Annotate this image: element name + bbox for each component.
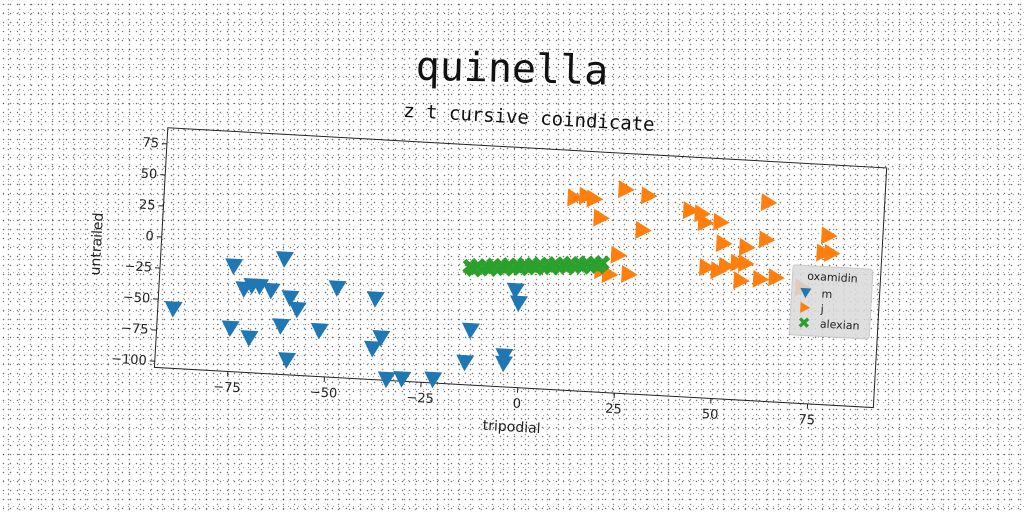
y-tick-label: 50 xyxy=(140,167,157,183)
y-tick-label: 0 xyxy=(145,229,154,244)
x-tick-label: 0 xyxy=(512,396,521,411)
data-markers xyxy=(164,180,841,389)
data-point xyxy=(760,193,778,212)
data-point xyxy=(718,256,736,275)
x-tick-label: −75 xyxy=(213,380,241,397)
data-point xyxy=(682,201,700,220)
data-point xyxy=(593,208,610,227)
data-point xyxy=(800,301,811,313)
data-point xyxy=(713,212,730,231)
data-point xyxy=(510,295,528,313)
series-j xyxy=(567,180,841,297)
data-point xyxy=(823,243,841,262)
data-point xyxy=(820,226,838,245)
data-point xyxy=(310,322,329,340)
data-point xyxy=(496,260,514,277)
data-point xyxy=(377,371,396,389)
data-point xyxy=(364,340,382,358)
data-point xyxy=(512,260,529,277)
data-point xyxy=(424,371,443,389)
chart-subtitle: z t cursive coindicate xyxy=(403,100,656,136)
data-point xyxy=(288,301,307,319)
plot-group: z t cursive coindicate −75 −50 −25 0 25 50 75 7… xyxy=(87,100,888,437)
data-point xyxy=(240,330,259,347)
data-point xyxy=(495,348,514,365)
data-point xyxy=(281,290,300,307)
legend: oxamidin mj alexian xyxy=(788,264,874,340)
y-axis-label: untrailed xyxy=(87,212,106,276)
axes-frame xyxy=(153,127,888,409)
data-point xyxy=(225,258,244,275)
data-point xyxy=(698,258,716,277)
data-point xyxy=(278,352,297,369)
axis-ticks: −75 −50 −25 0 25 50 75 75 50 25 0 −25 −50 −75 −100 xyxy=(111,136,816,429)
x-tick-label: −25 xyxy=(406,391,434,408)
data-point xyxy=(456,354,475,372)
data-point xyxy=(272,318,291,335)
data-point xyxy=(574,258,591,275)
series-m xyxy=(164,251,528,389)
data-point xyxy=(366,291,385,308)
data-point xyxy=(798,317,810,328)
data-point xyxy=(621,264,638,283)
data-point xyxy=(393,371,412,388)
x-tick-label: −50 xyxy=(309,385,337,402)
data-point xyxy=(715,234,733,253)
data-point xyxy=(800,287,812,299)
data-point xyxy=(328,280,347,297)
data-point xyxy=(752,269,770,288)
y-tick-label: −25 xyxy=(124,259,152,276)
legend-label: m xyxy=(821,288,832,302)
data-point xyxy=(640,186,658,205)
data-point xyxy=(590,258,607,275)
data-point xyxy=(164,300,183,318)
data-point xyxy=(618,180,635,199)
data-point xyxy=(506,282,525,300)
data-point xyxy=(262,282,281,300)
data-point xyxy=(461,322,480,340)
data-point xyxy=(481,261,498,278)
data-point xyxy=(738,237,756,256)
y-tick-label: 75 xyxy=(142,136,159,152)
data-point xyxy=(465,261,482,278)
data-point xyxy=(528,259,545,276)
data-point xyxy=(559,259,576,276)
y-tick-label: −75 xyxy=(121,321,149,338)
data-point xyxy=(372,330,391,347)
data-point xyxy=(697,213,715,232)
x-tick-label: 75 xyxy=(798,412,815,428)
legend-label: j xyxy=(819,302,824,315)
data-point xyxy=(221,320,240,338)
legend-title: oxamidin xyxy=(807,270,858,286)
y-tick-label: −100 xyxy=(111,352,148,369)
data-point xyxy=(251,278,270,296)
data-point xyxy=(768,268,785,287)
data-point xyxy=(635,220,652,239)
data-point xyxy=(275,251,294,268)
y-tick-label: −50 xyxy=(122,290,150,307)
data-point xyxy=(610,245,628,264)
x-tick-label: 25 xyxy=(605,402,622,418)
data-point xyxy=(737,254,755,273)
data-point xyxy=(586,189,604,208)
data-point xyxy=(567,188,584,207)
series-alexian xyxy=(462,254,611,278)
y-tick-label: 25 xyxy=(138,198,155,214)
x-tick-label: 50 xyxy=(701,407,718,423)
x-axis-label: tripodial xyxy=(482,418,541,437)
legend-box xyxy=(788,264,874,340)
data-point xyxy=(543,259,560,276)
data-point xyxy=(758,230,776,249)
legend-label: alexian xyxy=(820,317,860,332)
data-point xyxy=(733,271,750,290)
